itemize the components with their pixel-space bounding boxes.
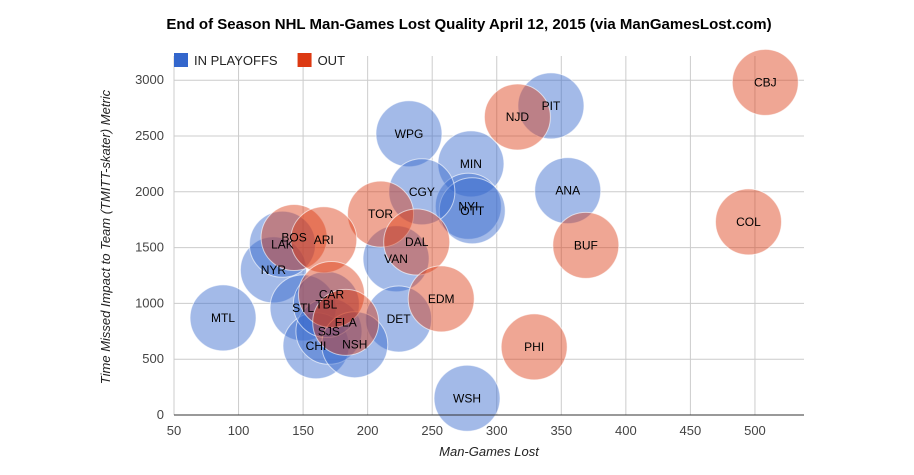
bubble-bos: [260, 204, 328, 272]
axes: 0 500 1000 1500 2000 2500 3000 50 100 150 200 250 30…: [135, 72, 804, 438]
bubble-col: [714, 188, 782, 256]
x-tick-label: 500: [744, 423, 766, 438]
bubble-cbj: [731, 48, 799, 116]
bubble-label-lak: LAK: [271, 237, 294, 251]
bubble-label-ana: ANA: [555, 184, 580, 198]
bubble-label-cbj: CBJ: [754, 75, 777, 89]
legend: IN PLAYOFFS OUT: [174, 53, 345, 68]
bubble-label-njd: NJD: [506, 110, 530, 124]
bubble-wpg: [375, 100, 443, 168]
bubble-phi: [500, 313, 568, 381]
y-tick-label: 2000: [135, 184, 164, 199]
bubble-label-wsh: WSH: [453, 391, 481, 405]
bubble-nyr: [239, 236, 307, 304]
bubble-stl: [269, 274, 337, 342]
bubble-ari: [290, 206, 358, 274]
legend-label-0: IN PLAYOFFS: [194, 53, 278, 68]
bubble-label-stl: STL: [292, 301, 314, 315]
bubble-label-buf: BUF: [574, 238, 598, 252]
bubble-label-cgy: CGY: [409, 185, 435, 199]
bubble-label-nyi: NYI: [458, 199, 478, 213]
bubble-label-chi: CHI: [306, 339, 327, 353]
y-tick-label: 1500: [135, 240, 164, 255]
bubble-label-nsh: NSH: [342, 338, 367, 352]
bubble-pit: [517, 72, 585, 140]
bubble-min: [437, 130, 505, 198]
bubble-label-car: CAR: [319, 287, 345, 301]
bubble-label-sjs: SJS: [318, 324, 340, 338]
y-axis-title: Time Missed Impact to Team (TMITT-skater…: [98, 89, 113, 384]
x-tick-label: 50: [167, 423, 181, 438]
bubble-dal: [383, 208, 451, 276]
bubble-label-edm: EDM: [428, 292, 455, 306]
x-axis-title: Man-Games Lost: [439, 444, 540, 459]
bubble-ott: [438, 177, 506, 245]
bubble-label-ari: ARI: [314, 233, 334, 247]
y-tick-label: 2500: [135, 128, 164, 143]
x-tick-label: 200: [357, 423, 379, 438]
bubble-buf: [552, 211, 620, 279]
bubble-label-det: DET: [387, 312, 412, 326]
bubble-edm: [407, 265, 475, 333]
bubble-label-mtl: MTL: [211, 311, 235, 325]
bubble-label-phi: PHI: [524, 340, 544, 354]
legend-swatch-0: [174, 53, 188, 67]
bubble-fla: [312, 288, 380, 356]
bubble-nyi: [434, 172, 502, 240]
bubble-label-min: MIN: [460, 157, 482, 171]
bubble-tbl: [292, 271, 360, 339]
legend-swatch-1: [297, 53, 312, 67]
legend-label-1: OUT: [318, 53, 346, 68]
bubble-mtl: [189, 284, 257, 352]
bubble-label-pit: PIT: [542, 99, 561, 113]
bubble-label-col: COL: [736, 215, 761, 229]
x-tick-label: 300: [486, 423, 508, 438]
x-tick-label: 450: [680, 423, 702, 438]
bubble-label-nyr: NYR: [261, 263, 287, 277]
x-tick-label: 350: [550, 423, 572, 438]
bubble-label-bos: BOS: [281, 231, 306, 245]
bubble-sjs: [295, 297, 363, 365]
bubble-label-tor: TOR: [368, 207, 393, 221]
y-tick-label: 500: [142, 351, 164, 366]
bubble-label-ott: OTT: [460, 204, 485, 218]
bubble-ana: [534, 157, 602, 225]
bubble-njd: [483, 83, 551, 151]
x-tick-label: 400: [615, 423, 637, 438]
bubble-lak: [248, 210, 316, 278]
bubble-det: [365, 285, 433, 353]
chart-title: End of Season NHL Man-Games Lost Quality…: [166, 16, 771, 33]
bubble-label-wpg: WPG: [395, 127, 424, 141]
bubble-cgy: [388, 158, 456, 226]
bubble-label-dal: DAL: [405, 235, 429, 249]
x-tick-label: 100: [228, 423, 250, 438]
y-tick-label: 0: [157, 407, 164, 422]
bubble-chi: [282, 312, 350, 380]
x-tick-label: 150: [292, 423, 314, 438]
bubble-tor: [347, 180, 415, 248]
bubble-label-tbl: TBL: [315, 298, 337, 312]
bubble-label-fla: FLA: [335, 315, 357, 329]
y-tick-label: 1000: [135, 295, 164, 310]
x-tick-label: 250: [421, 423, 443, 438]
y-tick-label: 3000: [135, 72, 164, 87]
bubble-label-van: VAN: [384, 252, 408, 266]
